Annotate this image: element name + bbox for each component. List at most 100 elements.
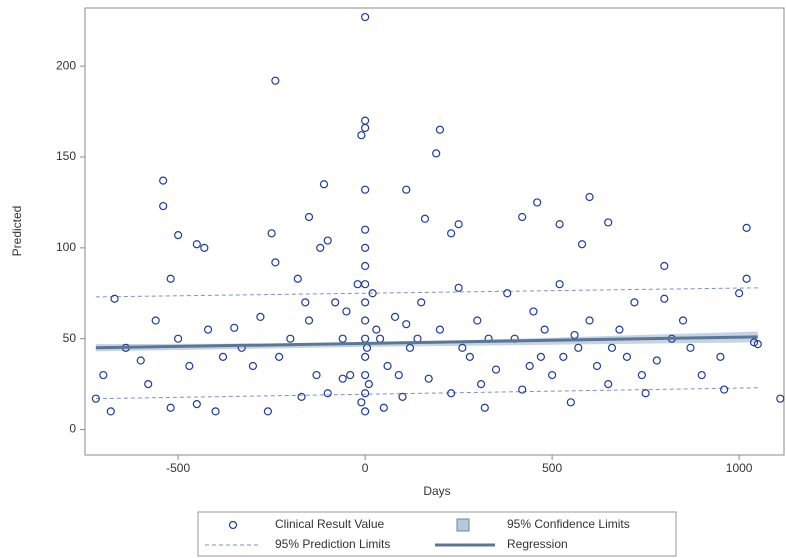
data-point [555,220,564,229]
data-point [716,352,725,361]
data-point [518,212,527,222]
data-point [361,407,370,416]
data-point [174,334,183,343]
data-point [536,352,546,361]
data-point [331,298,340,307]
data-point [454,283,463,292]
data-point [368,289,377,298]
data-point [375,334,385,343]
x-tick-label: 500 [542,461,562,475]
data-point [256,312,265,322]
y-axis-label: Predicted [10,206,24,257]
data-point [346,370,355,380]
data-point [312,370,321,380]
data-point [304,316,314,325]
legend-label: 95% Confidence Limits [507,517,630,531]
data-point [316,243,325,252]
data-point [106,407,115,416]
data-point [686,343,695,352]
data-point [473,316,482,325]
data-point [271,258,280,267]
data-point [417,298,426,307]
data-point [641,389,650,398]
data-point [555,280,564,289]
data-point [660,294,669,303]
data-point [361,316,370,325]
data-point [720,385,729,394]
data-point [533,198,542,207]
data-point [435,125,445,134]
data-point [353,280,362,289]
data-point [753,340,762,349]
legend-label: Clinical Result Value [275,517,384,531]
data-point [159,201,168,211]
data-point [91,394,100,403]
data-point [379,403,388,412]
data-point [361,185,370,194]
data-point [192,400,201,409]
data-point [637,370,646,380]
data-point [604,380,613,389]
y-tick-label: 100 [56,240,76,254]
data-point [286,334,295,343]
data-point [338,334,347,343]
data-point [447,229,456,238]
prediction-limit [95,287,758,298]
y-tick-label: 150 [56,149,76,163]
data-point [338,374,347,383]
legend-symbol [456,518,470,532]
data-point [540,325,549,334]
data-point [615,325,624,334]
data-point [297,392,306,401]
y-tick-label: 50 [63,331,77,345]
y-tick-label: 0 [69,422,76,436]
data-point [99,370,108,380]
data-point [432,149,441,158]
data-point [652,356,661,365]
plot-area [91,12,785,416]
data-point [323,389,332,398]
data-point [697,370,706,380]
data-point [394,370,403,380]
data-point [200,243,209,252]
data-point [503,289,512,298]
x-tick-label: 1000 [726,461,753,475]
data-point [566,398,575,407]
x-tick-label: 0 [362,461,369,475]
data-point [192,240,201,249]
data-point [435,325,445,334]
data-point [174,231,183,240]
legend-symbol [228,520,238,530]
data-point [185,361,194,371]
legend: Clinical Result Value 95% Confidence Limi… [205,517,630,551]
data-point [361,352,370,361]
regression-line [95,335,758,350]
data-point [293,274,302,283]
data-point [491,365,501,374]
data-point [476,380,486,389]
data-point [742,274,751,283]
data-point [622,352,632,361]
data-point [230,323,239,332]
data-point [357,131,366,140]
data-point [248,361,258,371]
data-point [559,352,568,361]
data-point [577,240,587,249]
data-point [660,261,669,271]
data-point [607,343,617,352]
data-point [585,192,594,202]
data-point [364,380,373,389]
data-point [361,261,370,271]
data-point [458,343,467,352]
legend-label: 95% Prediction Limits [275,537,390,551]
data-point [678,316,688,325]
data-point [357,398,366,407]
x-axis-label: Days [423,484,450,498]
data-point [749,338,759,347]
data-point [361,12,370,22]
data-point [574,343,583,352]
data-point [383,361,392,371]
legend-label: Regression [507,537,568,551]
data-point [480,403,489,412]
